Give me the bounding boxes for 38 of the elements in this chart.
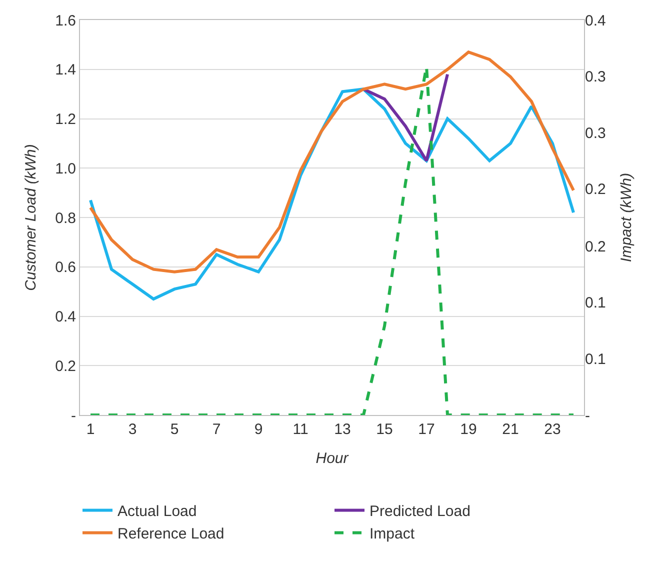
y2-tick-label: - <box>585 407 590 424</box>
y2-tick-label: 0.1 <box>585 350 606 368</box>
y-tick-label: 0.8 <box>55 210 76 227</box>
x-tick-label: 1 <box>86 421 95 438</box>
legend-label: Impact <box>370 526 416 543</box>
y-tick-label: 0.6 <box>55 259 76 276</box>
y-tick-label: 1.6 <box>55 12 76 30</box>
x-tick-label: 13 <box>334 421 351 438</box>
legend-label: Reference Load <box>118 526 224 543</box>
y2-tick-label: 0.4 <box>585 12 606 30</box>
legend-label: Predicted Load <box>370 503 470 520</box>
x-tick-label: 21 <box>502 421 519 438</box>
y-tick-label: 1.0 <box>55 160 76 178</box>
line-series <box>89 50 575 274</box>
y2-axis-title: Impact (kWh) <box>618 172 635 262</box>
legend-label: Actual Load <box>118 503 197 520</box>
y-axis-title: Customer Load (kWh) <box>22 144 40 291</box>
y2-tick-label: 0.2 <box>585 238 606 256</box>
x-tick-label: 11 <box>292 421 308 438</box>
x-tick-label: 7 <box>212 421 221 438</box>
x-axis-title: Hour <box>316 450 350 467</box>
y2-tick-label: 0.1 <box>585 294 606 312</box>
y2-tick-label: 0.2 <box>585 181 606 198</box>
x-tick-label: 17 <box>418 421 435 438</box>
y2-tick-label: 0.3 <box>585 68 606 86</box>
y-tick-label: 0.4 <box>55 308 76 326</box>
y-tick-label: 0.2 <box>55 358 76 375</box>
x-tick-label: 23 <box>544 421 561 438</box>
x-tick-label: 19 <box>460 421 477 438</box>
line-series <box>362 72 449 162</box>
x-tick-label: 3 <box>128 421 137 438</box>
x-tick-label: 15 <box>376 421 393 438</box>
y2-tick-label: 0.3 <box>585 124 606 142</box>
x-tick-label: 5 <box>170 421 179 438</box>
y-tick-label: - <box>71 407 76 424</box>
y-tick-label: 1.4 <box>55 62 76 79</box>
y-tick-label: 1.2 <box>55 111 76 128</box>
x-tick-label: 9 <box>254 421 263 438</box>
